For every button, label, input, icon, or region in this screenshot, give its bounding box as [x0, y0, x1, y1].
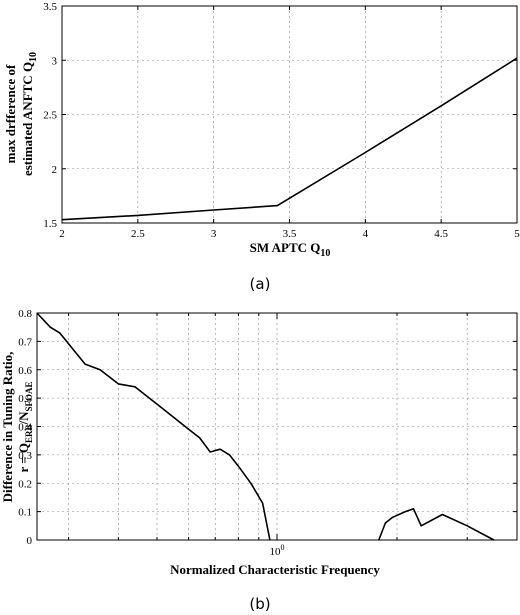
chart-a-caption: (a) [250, 275, 271, 293]
chart-a-grid [62, 6, 517, 223]
chart-a-ytick-label: 1.5 [43, 218, 57, 230]
chart-b-ytick-label: 0.7 [18, 336, 32, 348]
chart-b-ytick-label: 0.4 [18, 422, 32, 434]
chart-b-xtick-label: 100 [270, 543, 285, 558]
chart-a-xtick-label: 2.5 [131, 228, 145, 240]
chart-a: 2 2.5 3 3.5 4 4.5 51.522.533.5 SM APTC Q10 max… [3, 1, 520, 293]
chart-a-xtick-label: 4 [363, 228, 369, 240]
chart-a-ytick-label: 2.5 [43, 110, 57, 122]
chart-a-ytick-label: 3 [52, 55, 58, 67]
chart-b-ytick-label: 0.3 [18, 450, 32, 462]
chart-b-series-line [378, 507, 495, 541]
chart-a-ticks: 2 2.5 3 3.5 4 4.5 51.522.533.5 [43, 1, 520, 240]
chart-a-series-line [61, 57, 518, 221]
chart-a-ylabel-line1: max drfference of [3, 64, 18, 163]
chart-a-xtick-label: 2 [59, 228, 65, 240]
chart-a-xtick-label: 4.5 [434, 228, 448, 240]
chart-b-ytick-label: 0.5 [18, 393, 32, 405]
chart-a-ytick-label: 3.5 [43, 1, 57, 13]
chart-b-caption: (b) [249, 595, 270, 613]
chart-b-series [36, 312, 495, 541]
chart-b-ytick-label: 0.6 [18, 365, 32, 377]
chart-a-xlabel: SM APTC Q10 [250, 240, 331, 259]
chart-b-series-line [36, 312, 271, 541]
chart-b-ytick-label: 0.8 [18, 308, 32, 320]
chart-a-xtick-label: 5 [514, 228, 520, 240]
chart-a-series [61, 57, 518, 221]
chart-b: 100 0 0.1 0.2 0.3 0.4 0.5 0.6 0.7 0.8 Normalized … [0, 308, 518, 613]
chart-a-xtick-label: 3.5 [283, 228, 297, 240]
chart-b-ticks: 100 0 0.1 0.2 0.3 0.4 0.5 0.6 0.7 0.8 [18, 308, 517, 558]
chart-b-ytick-label: 0 [27, 535, 33, 547]
chart-a-ylabel-line2: estimated ANFTC Q10 [20, 52, 39, 176]
chart-b-ytick-label: 0.1 [18, 507, 32, 519]
chart-b-ylabel-line1: Difference in Tuning Ratio, [0, 352, 15, 503]
chart-a-ytick-label: 2 [52, 164, 58, 176]
chart-a-xtick-label: 3 [211, 228, 217, 240]
chart-b-xlabel: Normalized Characteristic Frequency [170, 562, 380, 577]
chart-b-ylabel-line2: r = QERB/NSFOAE [16, 381, 34, 472]
chart-b-ytick-label: 0.2 [18, 478, 32, 490]
chart-b-grid [37, 313, 517, 540]
